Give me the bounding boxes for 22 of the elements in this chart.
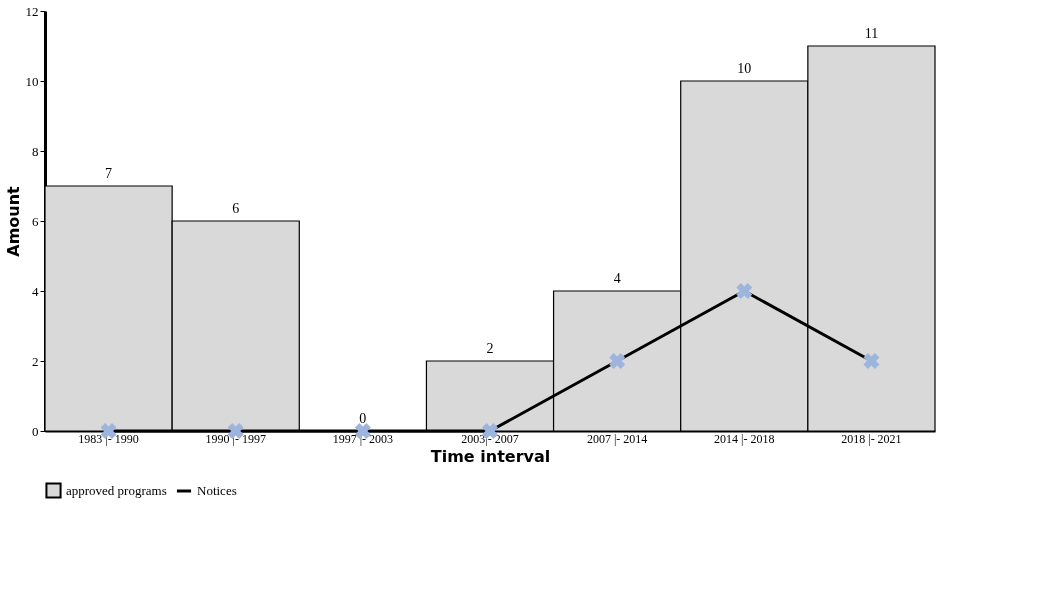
data-label: 10 bbox=[737, 61, 752, 76]
data-label: 11 bbox=[864, 26, 879, 41]
y-tick-label: 4 bbox=[32, 283, 39, 299]
legend-label: approved programs bbox=[66, 482, 167, 498]
y-tick-label: 10 bbox=[25, 73, 39, 89]
data-label: 0 bbox=[359, 411, 367, 426]
data-label: 4 bbox=[613, 271, 621, 286]
x-tick-label: 2007 |- 2014 bbox=[586, 431, 648, 446]
y-axis-title: Amount bbox=[3, 185, 23, 257]
y-tick-label: 8 bbox=[32, 143, 39, 159]
x-tick-label: 2014 |- 2018 bbox=[714, 431, 775, 446]
x-axis-title: Time interval bbox=[430, 446, 551, 466]
x-tick-label: 2018 |- 2021 bbox=[841, 431, 902, 446]
y-tick-label: 6 bbox=[32, 213, 39, 229]
y-tick-label: 2 bbox=[32, 353, 39, 369]
data-label: 2 bbox=[486, 341, 494, 356]
data-label: 7 bbox=[105, 166, 113, 181]
data-label: 6 bbox=[232, 201, 240, 216]
legend-label: Notices bbox=[197, 483, 237, 498]
x-tick-label: 1997 |- 2003 bbox=[332, 431, 394, 446]
y-tick-label: 12 bbox=[25, 3, 39, 19]
y-tick-label: 0 bbox=[32, 423, 39, 439]
